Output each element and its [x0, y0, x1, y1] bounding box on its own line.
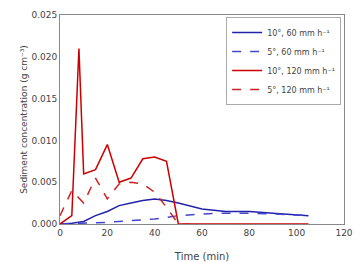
svg-text:5°, 120 mm h⁻¹: 5°, 120 mm h⁻¹ — [267, 86, 330, 95]
svg-text:0.000: 0.000 — [31, 219, 57, 229]
svg-text:0: 0 — [57, 228, 63, 238]
svg-text:5°, 60 mm h⁻¹: 5°, 60 mm h⁻¹ — [267, 48, 325, 57]
svg-text:Time (min): Time (min) — [174, 251, 229, 262]
svg-text:0.015: 0.015 — [31, 94, 57, 104]
svg-text:0.020: 0.020 — [31, 52, 57, 62]
svg-text:10°, 120 mm h⁻¹: 10°, 120 mm h⁻¹ — [267, 67, 335, 76]
svg-text:40: 40 — [149, 228, 161, 238]
svg-text:Sediment concentration (g cm⁻³: Sediment concentration (g cm⁻³) — [19, 45, 29, 194]
svg-text:0.025: 0.025 — [31, 10, 57, 20]
svg-text:20: 20 — [102, 228, 114, 238]
svg-text:120: 120 — [335, 228, 352, 238]
svg-text:0.010: 0.010 — [31, 136, 57, 146]
svg-text:100: 100 — [288, 228, 305, 238]
svg-text:10°, 60 mm h⁻¹: 10°, 60 mm h⁻¹ — [267, 29, 330, 38]
svg-text:80: 80 — [244, 228, 256, 238]
svg-text:0.005: 0.005 — [31, 177, 57, 187]
svg-text:60: 60 — [196, 228, 208, 238]
